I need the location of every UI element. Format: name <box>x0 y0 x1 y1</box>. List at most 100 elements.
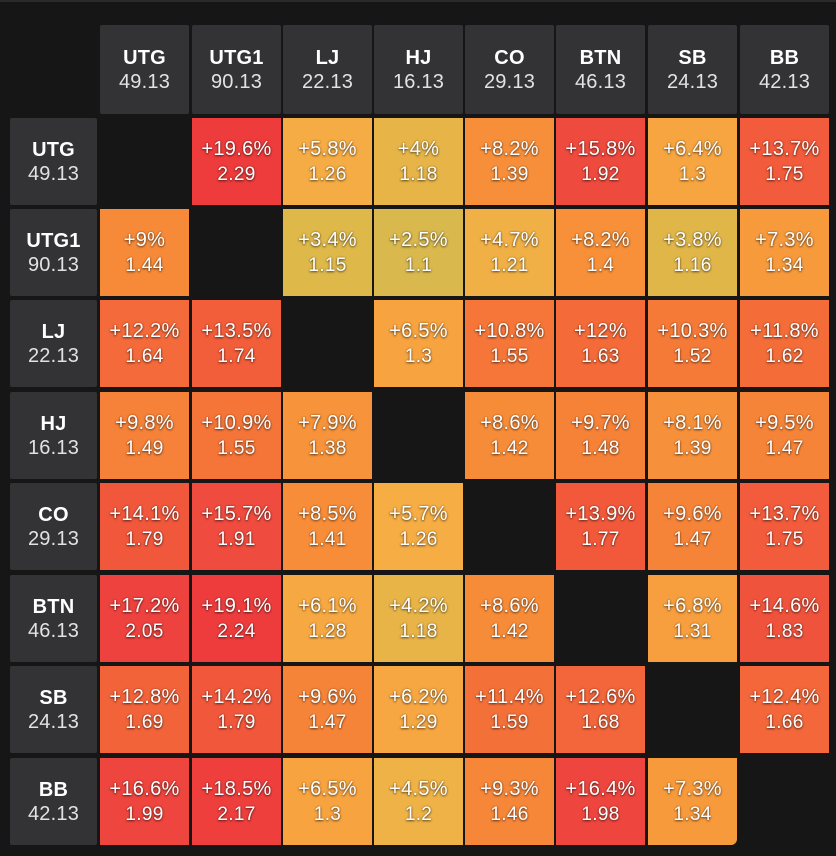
matrix-cell-btn-vs-hj[interactable]: +4.2% 1.18 <box>374 575 463 662</box>
matrix-cell-lj-vs-utg1[interactable]: +13.5% 1.74 <box>192 300 281 387</box>
cell-ratio: 1.4 <box>586 254 615 276</box>
cell-ratio: 1.29 <box>399 711 438 733</box>
matrix-cell-co-vs-lj[interactable]: +8.5% 1.41 <box>283 483 372 570</box>
cell-percent: +3.8% <box>663 228 722 251</box>
row-header-lj: LJ 22.13 <box>10 300 97 387</box>
cell-percent: +3.4% <box>298 228 357 251</box>
cell-ratio: 1.34 <box>673 803 712 825</box>
matrix-cell-sb-vs-co[interactable]: +11.4% 1.59 <box>465 666 554 753</box>
cell-ratio: 1.28 <box>308 620 347 642</box>
matrix-cell-utg-vs-co[interactable]: +8.2% 1.39 <box>465 118 554 205</box>
cell-ratio: 1.74 <box>217 345 256 367</box>
matrix-cell-utg1-vs-bb[interactable]: +7.3% 1.34 <box>740 209 829 296</box>
matrix-cell-bb-vs-utg[interactable]: +16.6% 1.99 <box>100 758 189 845</box>
matrix-cell-bb-vs-sb[interactable]: +7.3% 1.34 <box>648 758 737 845</box>
cell-percent: +4.7% <box>480 228 539 251</box>
matrix-cell-sb-vs-btn[interactable]: +12.6% 1.68 <box>556 666 645 753</box>
matrix-cell-hj-vs-hj <box>374 392 463 479</box>
matrix-cell-hj-vs-bb[interactable]: +9.5% 1.47 <box>740 392 829 479</box>
matrix-cell-utg-vs-btn[interactable]: +15.8% 1.92 <box>556 118 645 205</box>
matrix-cell-utg1-vs-lj[interactable]: +3.4% 1.15 <box>283 209 372 296</box>
row-header-value: 42.13 <box>27 802 80 825</box>
matrix-cell-bb-vs-btn[interactable]: +16.4% 1.98 <box>556 758 645 845</box>
cell-ratio: 1.16 <box>673 254 712 276</box>
cell-percent: +7.3% <box>663 777 722 800</box>
matrix-cell-btn-vs-utg[interactable]: +17.2% 2.05 <box>100 575 189 662</box>
matrix-cell-co-vs-sb[interactable]: +9.6% 1.47 <box>648 483 737 570</box>
matrix-cell-lj-vs-utg[interactable]: +12.2% 1.64 <box>100 300 189 387</box>
cell-ratio: 1.75 <box>765 528 804 550</box>
cell-percent: +13.9% <box>565 502 636 525</box>
matrix-cell-bb-vs-utg1[interactable]: +18.5% 2.17 <box>192 758 281 845</box>
matrix-cell-hj-vs-utg1[interactable]: +10.9% 1.55 <box>192 392 281 479</box>
matrix-cell-utg-vs-utg1[interactable]: +19.6% 2.29 <box>192 118 281 205</box>
matrix-cell-hj-vs-lj[interactable]: +7.9% 1.38 <box>283 392 372 479</box>
matrix-cell-sb-vs-bb[interactable]: +12.4% 1.66 <box>740 666 829 753</box>
matrix-cell-bb-vs-hj[interactable]: +4.5% 1.2 <box>374 758 463 845</box>
row-header-value: 16.13 <box>27 436 80 459</box>
matrix-cell-btn-vs-bb[interactable]: +14.6% 1.83 <box>740 575 829 662</box>
matrix-cell-btn-vs-sb[interactable]: +6.8% 1.31 <box>648 575 737 662</box>
matrix-cell-utg-vs-hj[interactable]: +4% 1.18 <box>374 118 463 205</box>
matrix-cell-lj-vs-btn[interactable]: +12% 1.63 <box>556 300 645 387</box>
matrix-cell-utg1-vs-co[interactable]: +4.7% 1.21 <box>465 209 554 296</box>
matrix-cell-lj-vs-hj[interactable]: +6.5% 1.3 <box>374 300 463 387</box>
matrix-cell-hj-vs-sb[interactable]: +8.1% 1.39 <box>648 392 737 479</box>
cell-percent: +9% <box>123 228 166 251</box>
cell-ratio: 1.39 <box>490 163 529 185</box>
matrix-cell-utg-vs-lj[interactable]: +5.8% 1.26 <box>283 118 372 205</box>
column-header-name: HJ <box>405 46 432 69</box>
matrix-cell-utg1-vs-btn[interactable]: +8.2% 1.4 <box>556 209 645 296</box>
matrix-cell-co-vs-utg1[interactable]: +15.7% 1.91 <box>192 483 281 570</box>
column-header-value: 42.13 <box>758 70 811 93</box>
matrix-cell-sb-vs-sb <box>648 666 737 753</box>
matrix-cell-utg-vs-bb[interactable]: +13.7% 1.75 <box>740 118 829 205</box>
matrix-cell-lj-vs-bb[interactable]: +11.8% 1.62 <box>740 300 829 387</box>
matrix-cell-lj-vs-sb[interactable]: +10.3% 1.52 <box>648 300 737 387</box>
matrix-cell-btn-vs-utg1[interactable]: +19.1% 2.24 <box>192 575 281 662</box>
cell-percent: +9.8% <box>115 411 174 434</box>
cell-percent: +12.8% <box>109 685 180 708</box>
matrix-cell-btn-vs-co[interactable]: +8.6% 1.42 <box>465 575 554 662</box>
matrix-cell-hj-vs-utg[interactable]: +9.8% 1.49 <box>100 392 189 479</box>
matrix-cell-co-vs-hj[interactable]: +5.7% 1.26 <box>374 483 463 570</box>
cell-ratio: 1.99 <box>125 803 164 825</box>
matrix-cell-sb-vs-lj[interactable]: +9.6% 1.47 <box>283 666 372 753</box>
matrix-cell-btn-vs-lj[interactable]: +6.1% 1.28 <box>283 575 372 662</box>
matrix-cell-utg1-vs-sb[interactable]: +3.8% 1.16 <box>648 209 737 296</box>
cell-ratio: 2.05 <box>125 620 164 642</box>
cell-ratio: 1.79 <box>125 528 164 550</box>
cell-percent: +18.5% <box>201 777 272 800</box>
cell-percent: +9.6% <box>663 502 722 525</box>
cell-ratio: 1.69 <box>125 711 164 733</box>
cell-ratio: 1.42 <box>490 437 529 459</box>
matrix-cell-bb-vs-co[interactable]: +9.3% 1.46 <box>465 758 554 845</box>
matrix-cell-sb-vs-utg1[interactable]: +14.2% 1.79 <box>192 666 281 753</box>
matrix-cell-lj-vs-co[interactable]: +10.8% 1.55 <box>465 300 554 387</box>
matrix-cell-bb-vs-lj[interactable]: +6.5% 1.3 <box>283 758 372 845</box>
matrix-cell-utg-vs-sb[interactable]: +6.4% 1.3 <box>648 118 737 205</box>
matrix-cell-hj-vs-co[interactable]: +8.6% 1.42 <box>465 392 554 479</box>
row-header-hj: HJ 16.13 <box>10 392 97 479</box>
row-header-name: BB <box>38 778 69 801</box>
cell-ratio: 1.44 <box>125 254 164 276</box>
column-header-name: UTG <box>123 46 166 69</box>
matrix-cell-sb-vs-utg[interactable]: +12.8% 1.69 <box>100 666 189 753</box>
cell-ratio: 1.83 <box>765 620 804 642</box>
matrix-cell-sb-vs-hj[interactable]: +6.2% 1.29 <box>374 666 463 753</box>
matrix-cell-co-vs-utg[interactable]: +14.1% 1.79 <box>100 483 189 570</box>
cell-ratio: 1.15 <box>308 254 347 276</box>
cell-ratio: 1.55 <box>217 437 256 459</box>
matrix-cell-co-vs-btn[interactable]: +13.9% 1.77 <box>556 483 645 570</box>
matrix-cell-utg1-vs-hj[interactable]: +2.5% 1.1 <box>374 209 463 296</box>
cell-percent: +11.4% <box>475 685 544 708</box>
matrix-cell-co-vs-bb[interactable]: +13.7% 1.75 <box>740 483 829 570</box>
row-header-name: CO <box>38 503 69 526</box>
matrix-cell-hj-vs-btn[interactable]: +9.7% 1.48 <box>556 392 645 479</box>
column-header-btn: BTN 46.13 <box>556 25 645 114</box>
cell-percent: +9.6% <box>298 685 357 708</box>
column-header-value: 29.13 <box>483 70 536 93</box>
column-header-utg: UTG 49.13 <box>100 25 189 114</box>
cell-ratio: 1.42 <box>490 620 529 642</box>
matrix-cell-utg1-vs-utg[interactable]: +9% 1.44 <box>100 209 189 296</box>
